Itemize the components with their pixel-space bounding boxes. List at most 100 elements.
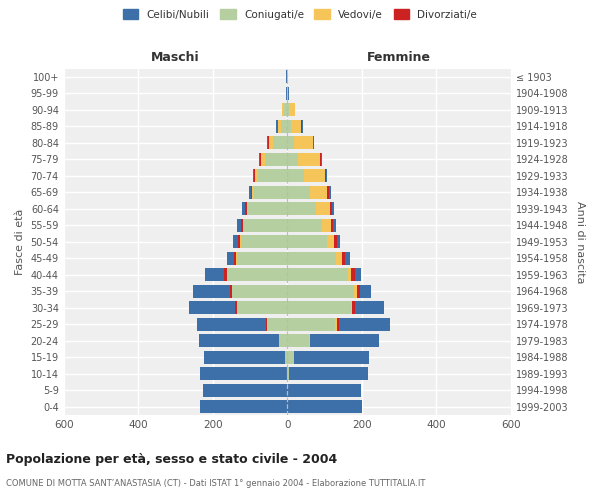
Bar xyxy=(197,318,266,331)
Bar xyxy=(286,351,287,364)
Bar xyxy=(360,285,371,298)
Bar xyxy=(284,104,287,116)
Bar xyxy=(356,285,360,298)
Bar xyxy=(333,219,335,232)
Bar xyxy=(325,170,326,182)
Bar xyxy=(287,400,362,413)
Bar xyxy=(341,252,346,265)
Bar xyxy=(240,236,241,248)
Bar xyxy=(205,268,224,281)
Bar xyxy=(252,186,254,198)
Bar xyxy=(193,285,230,298)
Bar xyxy=(273,136,287,149)
Bar xyxy=(294,136,313,149)
Bar xyxy=(287,285,353,298)
Bar xyxy=(278,120,281,132)
Bar xyxy=(329,186,331,198)
Bar xyxy=(244,219,287,232)
Bar xyxy=(287,351,294,364)
Bar xyxy=(352,268,355,281)
Bar xyxy=(268,318,287,331)
Bar xyxy=(235,302,236,314)
Text: Popolazione per età, sesso e stato civile - 2004: Popolazione per età, sesso e stato civil… xyxy=(6,452,337,466)
Bar xyxy=(233,236,238,248)
Y-axis label: Fasce di età: Fasce di età xyxy=(15,208,25,275)
Bar xyxy=(335,318,337,331)
Bar xyxy=(259,153,260,166)
Bar xyxy=(283,104,284,116)
Bar xyxy=(277,120,278,132)
Bar xyxy=(338,318,390,331)
Bar xyxy=(322,219,331,232)
Bar xyxy=(353,285,356,298)
Bar xyxy=(241,219,242,232)
Bar xyxy=(355,268,361,281)
Bar xyxy=(310,186,328,198)
Bar xyxy=(242,202,245,215)
Bar xyxy=(287,186,310,198)
Bar xyxy=(346,252,350,265)
Bar xyxy=(334,236,337,248)
Bar xyxy=(245,202,247,215)
Bar xyxy=(232,285,287,298)
Bar xyxy=(255,170,258,182)
Bar xyxy=(251,186,252,198)
Bar xyxy=(337,318,338,331)
Bar xyxy=(287,104,289,116)
Bar xyxy=(281,120,287,132)
Bar xyxy=(291,120,301,132)
Bar xyxy=(241,236,287,248)
Bar xyxy=(309,334,310,347)
Bar xyxy=(260,153,261,166)
Bar xyxy=(224,268,227,281)
Bar xyxy=(287,202,316,215)
Bar xyxy=(347,268,352,281)
Bar xyxy=(332,202,334,215)
Bar xyxy=(253,170,254,182)
Legend: Celibi/Nubili, Coniugati/e, Vedovi/e, Divorziati/e: Celibi/Nubili, Coniugati/e, Vedovi/e, Di… xyxy=(119,5,481,24)
Bar xyxy=(313,136,314,149)
Bar xyxy=(287,318,335,331)
Bar xyxy=(287,136,294,149)
Bar xyxy=(237,252,287,265)
Bar xyxy=(258,170,287,182)
Bar xyxy=(267,318,268,331)
Bar xyxy=(235,252,236,265)
Bar xyxy=(289,104,295,116)
Bar xyxy=(279,334,287,347)
Bar xyxy=(200,400,287,413)
Bar xyxy=(352,302,355,314)
Bar xyxy=(287,252,337,265)
Bar xyxy=(199,334,279,347)
Bar xyxy=(337,236,340,248)
Bar xyxy=(287,236,328,248)
Bar xyxy=(350,302,352,314)
Bar xyxy=(328,186,329,198)
Bar xyxy=(236,252,237,265)
Bar xyxy=(227,252,235,265)
Bar xyxy=(287,334,309,347)
Bar xyxy=(189,302,235,314)
Bar xyxy=(227,268,287,281)
Bar xyxy=(310,334,379,347)
Bar xyxy=(355,302,385,314)
Bar xyxy=(237,302,287,314)
Bar xyxy=(294,351,369,364)
Bar xyxy=(287,153,298,166)
Bar xyxy=(331,202,332,215)
Bar xyxy=(286,70,287,83)
Bar xyxy=(321,153,322,166)
Bar xyxy=(337,252,341,265)
Bar xyxy=(298,153,320,166)
Bar xyxy=(287,170,304,182)
Bar xyxy=(265,153,287,166)
Bar xyxy=(316,202,331,215)
Bar xyxy=(230,285,232,298)
Text: Maschi: Maschi xyxy=(151,50,200,64)
Bar xyxy=(248,186,251,198)
Bar xyxy=(247,202,248,215)
Bar xyxy=(287,302,350,314)
Bar xyxy=(328,236,334,248)
Bar xyxy=(287,219,322,232)
Bar xyxy=(304,170,325,182)
